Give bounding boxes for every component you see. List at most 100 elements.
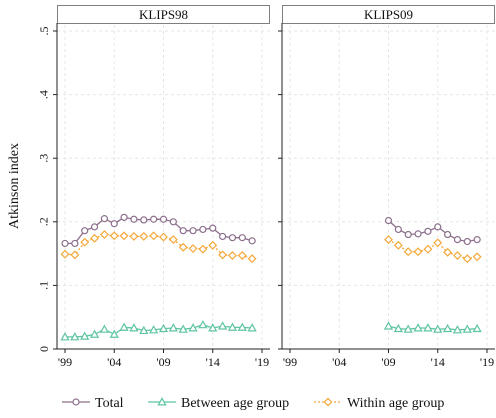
series-within-age-group: [61, 231, 255, 262]
data-point-within-age-group: [395, 242, 402, 249]
panel-title: KLIPS09: [364, 7, 413, 22]
y-tick-label: .5: [37, 27, 51, 36]
data-point-within-age-group: [464, 255, 471, 262]
data-point-within-age-group: [229, 252, 236, 259]
data-point-total: [220, 233, 226, 239]
data-point-total: [425, 228, 431, 234]
data-point-total: [464, 239, 470, 245]
data-point-within-age-group: [111, 232, 118, 239]
panels-group: KLIPS980.1.2.3.4.5'99'04'09'14'19KLIPS09…: [37, 6, 495, 370]
data-point-within-age-group: [405, 248, 412, 255]
data-point-within-age-group: [454, 252, 461, 259]
data-point-total: [101, 216, 107, 222]
legend-label: Total: [95, 396, 124, 411]
data-point-within-age-group: [150, 232, 157, 239]
x-tick-label: '99: [58, 355, 72, 369]
panel-title: KLIPS98: [139, 7, 188, 22]
y-axis-label: Atkinson index: [7, 143, 22, 229]
y-tick-label: .3: [37, 154, 51, 163]
data-point-total: [386, 218, 392, 224]
series-line-within-age-group: [389, 240, 478, 259]
legend-item-between-age-group: Between age group: [148, 396, 289, 411]
x-tick-label: '09: [156, 355, 170, 369]
data-point-total: [111, 221, 117, 227]
data-point-within-age-group: [424, 246, 431, 253]
y-tick-label: .4: [37, 90, 51, 99]
series-line-total: [389, 221, 478, 242]
data-point-within-age-group: [414, 248, 421, 255]
x-tick-label: '14: [206, 355, 220, 369]
legend-marker-within-age-group: [324, 398, 331, 405]
legend-marker-total: [73, 399, 79, 405]
data-point-total: [454, 237, 460, 243]
data-point-total: [249, 238, 255, 244]
data-point-within-age-group: [121, 232, 128, 239]
data-point-within-age-group: [61, 251, 68, 258]
data-point-within-age-group: [101, 231, 108, 238]
data-point-total: [229, 235, 235, 241]
data-point-total: [161, 216, 167, 222]
series-line-between-age-group: [389, 326, 478, 330]
data-point-within-age-group: [199, 246, 206, 253]
data-point-within-age-group: [385, 236, 392, 243]
data-point-total: [200, 226, 206, 232]
panel-klips98: KLIPS98 0 .1 .2 .3 .4 .5 '99 '04 '09 '14 '19: [37, 6, 270, 370]
data-point-total: [180, 228, 186, 234]
legend-item-within-age-group: Within age group: [314, 396, 444, 411]
data-point-within-age-group: [209, 242, 216, 249]
data-point-total: [435, 224, 441, 230]
data-point-total: [82, 228, 88, 234]
data-point-total: [239, 235, 245, 241]
data-point-total: [141, 217, 147, 223]
x-tick-label: '14: [431, 355, 445, 369]
legend-label: Within age group: [347, 396, 444, 411]
data-point-between-age-group: [199, 321, 206, 327]
data-point-within-age-group: [474, 253, 481, 260]
x-tick-label: '99: [283, 355, 297, 369]
data-point-total: [445, 232, 451, 238]
data-point-within-age-group: [249, 255, 256, 262]
data-point-total: [474, 237, 480, 243]
data-point-between-age-group: [91, 331, 98, 337]
x-tick-label: '19: [480, 355, 494, 369]
data-point-total: [190, 228, 196, 234]
data-point-total: [405, 232, 411, 238]
data-point-within-age-group: [189, 245, 196, 252]
y-tick-label: .2: [37, 217, 51, 226]
x-tick-label: '09: [381, 355, 395, 369]
data-point-total: [210, 225, 216, 231]
panel-klips09: KLIPS09 '99 '04 '09 '14 '19: [278, 6, 495, 370]
data-point-between-age-group: [219, 323, 226, 329]
data-point-within-age-group: [130, 233, 137, 240]
data-point-within-age-group: [434, 239, 441, 246]
data-point-within-age-group: [140, 233, 147, 240]
legend-label: Between age group: [181, 396, 289, 411]
data-point-within-age-group: [239, 252, 246, 259]
data-point-total: [395, 226, 401, 232]
data-point-total: [72, 240, 78, 246]
series-total: [62, 214, 255, 246]
data-point-within-age-group: [91, 235, 98, 242]
x-tick-label: '19: [255, 355, 269, 369]
data-point-within-age-group: [160, 233, 167, 240]
data-point-between-age-group: [101, 326, 108, 332]
legend: Total Between age group Within age group: [62, 396, 444, 411]
data-point-total: [62, 240, 68, 246]
data-point-between-age-group: [385, 323, 392, 329]
y-tick-label: .1: [37, 281, 51, 290]
data-point-between-age-group: [111, 331, 118, 337]
x-tick-label: '04: [332, 355, 346, 369]
data-point-total: [415, 231, 421, 237]
data-point-within-age-group: [81, 239, 88, 246]
series-between-age-group: [61, 321, 255, 340]
data-point-total: [121, 214, 127, 220]
data-point-total: [92, 224, 98, 230]
series-between-age-group: [385, 323, 481, 333]
x-tick-label: '04: [107, 355, 121, 369]
data-point-total: [170, 219, 176, 225]
y-tick-label: 0: [37, 346, 51, 352]
data-point-total: [131, 216, 137, 222]
legend-item-total: Total: [62, 396, 124, 411]
data-point-total: [151, 216, 157, 222]
